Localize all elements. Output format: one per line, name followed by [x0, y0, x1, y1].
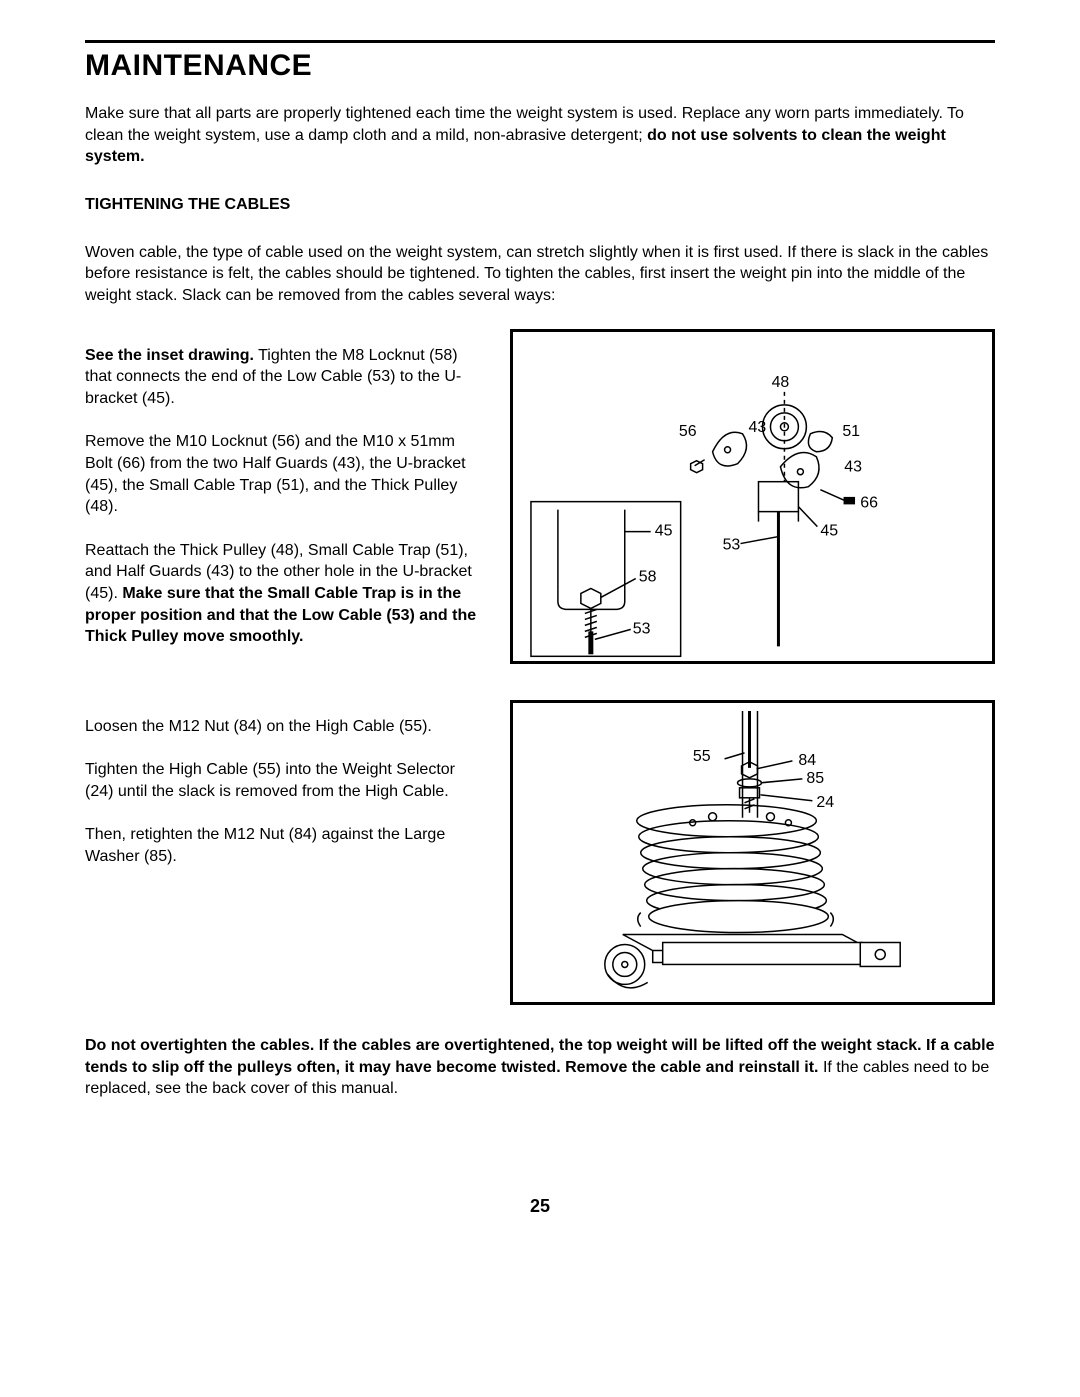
top-rule [85, 40, 995, 43]
lbl-43a: 43 [749, 418, 767, 435]
lbl-24: 24 [816, 793, 834, 810]
diagram-2: 55 84 85 24 [510, 700, 995, 1005]
diagram-1-svg: 48 56 43 51 43 66 45 53 45 58 53 [513, 332, 992, 661]
intro-paragraph: Make sure that all parts are properly ti… [85, 103, 995, 168]
s2-p2: Tighten the High Cable (55) into the Wei… [85, 759, 480, 802]
lbl-66: 66 [860, 494, 878, 511]
s1-p3-bold: Make sure that the Small Cable Trap is i… [85, 585, 476, 645]
section-1: See the inset drawing. Tighten the M8 Lo… [85, 329, 995, 670]
s1-p1: See the inset drawing. Tighten the M8 Lo… [85, 345, 480, 410]
s1-p3: Reattach the Thick Pulley (48), Small Ca… [85, 540, 480, 648]
s1-p1-bold: See the inset drawing. [85, 347, 254, 364]
section-2: Loosen the M12 Nut (84) on the High Cabl… [85, 700, 995, 1005]
section-2-text: Loosen the M12 Nut (84) on the High Cabl… [85, 700, 480, 890]
bottom-paragraph: Do not overtighten the cables. If the ca… [85, 1035, 995, 1100]
diagram-1: 48 56 43 51 43 66 45 53 45 58 53 [510, 329, 995, 664]
subheading-tightening: TIGHTENING THE CABLES [85, 196, 995, 214]
lbl-45a: 45 [655, 522, 673, 539]
lbl-85: 85 [806, 770, 824, 787]
section-1-text: See the inset drawing. Tighten the M8 Lo… [85, 329, 480, 670]
lbl-45b: 45 [820, 522, 838, 539]
section-2-diagram-col: 55 84 85 24 [510, 700, 995, 1005]
s1-p2: Remove the M10 Locknut (56) and the M10 … [85, 431, 480, 517]
diagram-2-svg: 55 84 85 24 [513, 703, 992, 1002]
lbl-43b: 43 [844, 458, 862, 475]
lbl-55: 55 [693, 748, 711, 765]
lbl-51: 51 [842, 422, 860, 439]
lbl-58: 58 [639, 568, 657, 585]
s2-p3: Then, retighten the M12 Nut (84) against… [85, 824, 480, 867]
lbl-48: 48 [772, 373, 790, 390]
lbl-56: 56 [679, 422, 697, 439]
page-number: 25 [0, 1196, 1080, 1217]
lbl-53a: 53 [723, 536, 741, 553]
lbl-84: 84 [798, 752, 816, 769]
s2-p1: Loosen the M12 Nut (84) on the High Cabl… [85, 716, 480, 738]
page-title: MAINTENANCE [85, 49, 995, 83]
woven-paragraph: Woven cable, the type of cable used on t… [85, 242, 995, 307]
section-1-diagram-col: 48 56 43 51 43 66 45 53 45 58 53 [510, 329, 995, 664]
lbl-53b: 53 [633, 620, 651, 637]
